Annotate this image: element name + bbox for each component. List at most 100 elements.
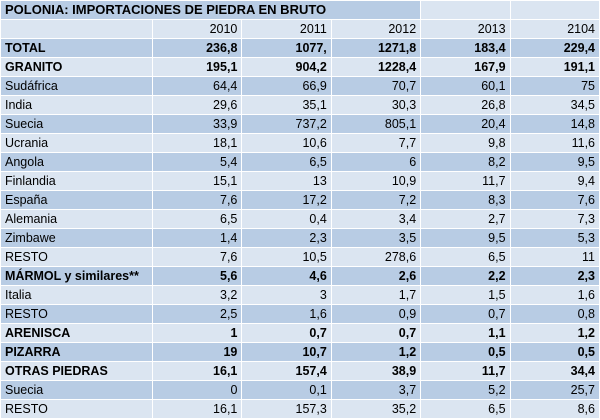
value-cell: 33,9 xyxy=(151,114,243,134)
value-cell: 1,7 xyxy=(330,285,422,305)
value-cell: 1,6 xyxy=(509,285,600,305)
value-cell: 15,1 xyxy=(151,171,243,191)
value-cell: 3,7 xyxy=(330,380,422,400)
value-cell: 0,7 xyxy=(330,323,422,343)
row-label: España xyxy=(0,190,153,210)
value-cell: 3,2 xyxy=(151,285,243,305)
value-cell: 191,1 xyxy=(509,57,600,77)
value-cell: 11,6 xyxy=(509,133,600,153)
value-cell: 6,5 xyxy=(420,399,511,419)
table-row: MÁRMOL y similares** 5,6 4,6 2,6 2,2 2,3 xyxy=(0,266,600,286)
value-cell: 2,2 xyxy=(420,266,511,286)
value-cell: 10,7 xyxy=(241,342,332,362)
row-label: India xyxy=(0,95,153,115)
value-cell: 1,6 xyxy=(241,304,332,324)
value-cell: 10,5 xyxy=(241,247,332,267)
value-cell: 10,9 xyxy=(330,171,422,191)
value-cell: 157,3 xyxy=(241,399,332,419)
table-row: Ucrania 18,1 10,6 7,7 9,8 11,6 xyxy=(0,133,600,153)
value-cell: 2,3 xyxy=(509,266,600,286)
row-label: PIZARRA xyxy=(0,342,153,362)
table-row: España 7,6 17,2 7,2 8,3 7,6 xyxy=(0,190,600,210)
value-cell: 0,1 xyxy=(241,380,332,400)
value-cell: 737,2 xyxy=(241,114,332,134)
value-cell: 3,5 xyxy=(330,228,422,248)
title-blank-cell xyxy=(509,0,600,20)
value-cell: 70,7 xyxy=(330,76,422,96)
value-cell: 6,5 xyxy=(241,152,332,172)
value-cell: 14,8 xyxy=(509,114,600,134)
value-cell: 18,1 xyxy=(151,133,243,153)
value-cell: 38,9 xyxy=(330,361,422,381)
value-cell: 4,6 xyxy=(241,266,332,286)
value-cell: 11 xyxy=(509,247,600,267)
table-title: POLONIA: IMPORTACIONES DE PIEDRA EN BRUT… xyxy=(0,0,422,20)
value-cell: 75 xyxy=(509,76,600,96)
row-label: TOTAL xyxy=(0,38,153,58)
row-label: MÁRMOL y similares** xyxy=(0,266,153,286)
value-cell: 5,4 xyxy=(151,152,243,172)
value-cell: 9,5 xyxy=(420,228,511,248)
value-cell: 34,4 xyxy=(509,361,600,381)
value-cell: 0 xyxy=(151,380,243,400)
column-header-2012: 2012 xyxy=(330,19,422,39)
title-row: POLONIA: IMPORTACIONES DE PIEDRA EN BRUT… xyxy=(0,0,600,20)
value-cell: 1228,4 xyxy=(330,57,422,77)
header-corner-cell xyxy=(0,19,153,39)
row-label: RESTO xyxy=(0,304,153,324)
table-row: RESTO 16,1 157,3 35,2 6,5 8,6 xyxy=(0,399,600,419)
row-label: Sudáfrica xyxy=(0,76,153,96)
row-label: Ucrania xyxy=(0,133,153,153)
value-cell: 0,8 xyxy=(509,304,600,324)
value-cell: 6 xyxy=(330,152,422,172)
value-cell: 167,9 xyxy=(420,57,511,77)
row-label: Italia xyxy=(0,285,153,305)
value-cell: 8,3 xyxy=(420,190,511,210)
column-header-2013: 2013 xyxy=(420,19,511,39)
value-cell: 7,2 xyxy=(330,190,422,210)
column-header-2010: 2010 xyxy=(151,19,243,39)
value-cell: 5,3 xyxy=(509,228,600,248)
row-label: Suecia xyxy=(0,114,153,134)
table-row: Suecia 0 0,1 3,7 5,2 25,7 xyxy=(0,380,600,400)
value-cell: 9,8 xyxy=(420,133,511,153)
value-cell: 13 xyxy=(241,171,332,191)
table-row: OTRAS PIEDRAS 16,1 157,4 38,9 11,7 34,4 xyxy=(0,361,600,381)
value-cell: 64,4 xyxy=(151,76,243,96)
row-label: RESTO xyxy=(0,399,153,419)
value-cell: 195,1 xyxy=(151,57,243,77)
value-cell: 1,5 xyxy=(420,285,511,305)
value-cell: 157,4 xyxy=(241,361,332,381)
value-cell: 236,8 xyxy=(151,38,243,58)
value-cell: 0,5 xyxy=(420,342,511,362)
table-row: PIZARRA 19 10,7 1,2 0,5 0,5 xyxy=(0,342,600,362)
value-cell: 60,1 xyxy=(420,76,511,96)
table-row: India 29,6 35,1 30,3 26,8 34,5 xyxy=(0,95,600,115)
table-row: Suecia 33,9 737,2 805,1 20,4 14,8 xyxy=(0,114,600,134)
table-row: Angola 5,4 6,5 6 8,2 9,5 xyxy=(0,152,600,172)
value-cell: 8,2 xyxy=(420,152,511,172)
value-cell: 17,2 xyxy=(241,190,332,210)
value-cell: 278,6 xyxy=(330,247,422,267)
value-cell: 8,6 xyxy=(509,399,600,419)
value-cell: 1,4 xyxy=(151,228,243,248)
table-row: Finlandia 15,1 13 10,9 11,7 9,4 xyxy=(0,171,600,191)
value-cell: 1 xyxy=(151,323,243,343)
value-cell: 16,1 xyxy=(151,399,243,419)
value-cell: 11,7 xyxy=(420,171,511,191)
value-cell: 5,6 xyxy=(151,266,243,286)
value-cell: 183,4 xyxy=(420,38,511,58)
table-row: RESTO 7,6 10,5 278,6 6,5 11 xyxy=(0,247,600,267)
value-cell: 9,5 xyxy=(509,152,600,172)
value-cell: 26,8 xyxy=(420,95,511,115)
table-row: RESTO 2,5 1,6 0,9 0,7 0,8 xyxy=(0,304,600,324)
title-blank-cell xyxy=(420,0,511,20)
value-cell: 16,1 xyxy=(151,361,243,381)
value-cell: 11,7 xyxy=(420,361,511,381)
value-cell: 7,6 xyxy=(509,190,600,210)
row-label: Angola xyxy=(0,152,153,172)
value-cell: 30,3 xyxy=(330,95,422,115)
table-row: GRANITO 195,1 904,2 1228,4 167,9 191,1 xyxy=(0,57,600,77)
value-cell: 29,6 xyxy=(151,95,243,115)
